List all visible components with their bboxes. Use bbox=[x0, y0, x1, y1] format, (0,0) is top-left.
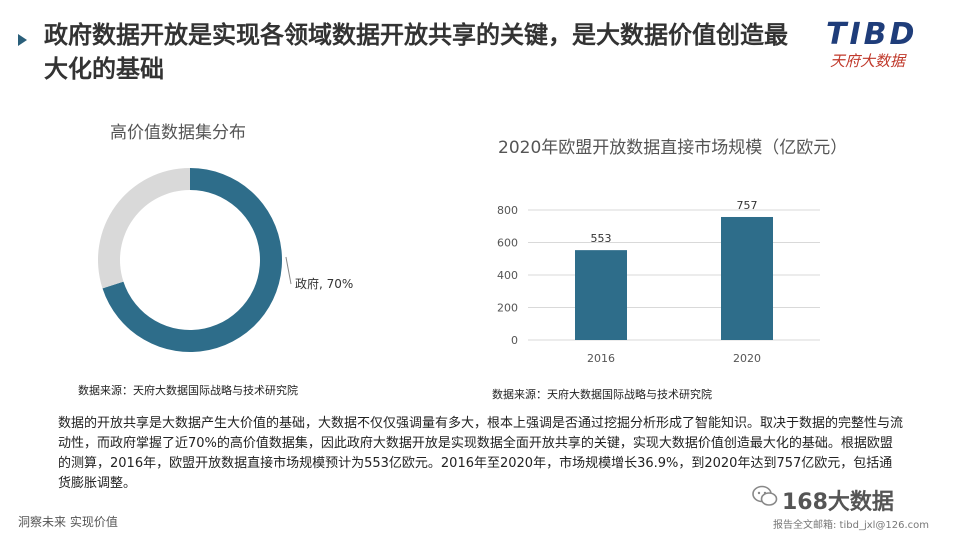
footer-slogan: 洞察未来 实现价值 bbox=[18, 515, 118, 529]
bar-chart-title: 2020年欧盟开放数据直接市场规模（亿欧元） bbox=[498, 138, 848, 158]
footer-email: 报告全文邮箱: tibd_jxl@126.com bbox=[773, 520, 930, 531]
donut-chart: 政府, 70% bbox=[97, 168, 353, 352]
y-tick-label: 0 bbox=[511, 334, 518, 347]
bar-chart: 0 200 400 600 800 553 2016 757 2020 bbox=[497, 199, 820, 365]
y-tick-label: 200 bbox=[497, 302, 518, 315]
y-tick-label: 600 bbox=[497, 237, 518, 250]
y-tick-label: 400 bbox=[497, 269, 518, 282]
bar-2020 bbox=[721, 216, 773, 340]
page-title: 政府数据开放是实现各领域数据开放共享的关键，是大数据价值创造最大化的基础 bbox=[44, 21, 788, 83]
donut-chart-source: 数据来源：天府大数据国际战略与技术研究院 bbox=[78, 384, 298, 397]
donut-label-leader bbox=[285, 256, 292, 285]
x-tick-label: 2020 bbox=[733, 352, 761, 365]
logo-brand-text: TIBD bbox=[826, 17, 917, 52]
x-tick-label: 2016 bbox=[587, 352, 615, 365]
donut-data-label: 政府, 70% bbox=[295, 276, 353, 291]
donut-slice-slice-1 bbox=[97, 168, 190, 289]
bar-data-label: 553 bbox=[591, 232, 612, 245]
title-bullet-icon bbox=[18, 34, 27, 46]
bar-2016 bbox=[575, 250, 627, 340]
y-tick-label: 800 bbox=[497, 204, 518, 217]
donut-chart-title: 高价值数据集分布 bbox=[110, 123, 246, 143]
logo-tagline-text: 天府大数据 bbox=[830, 52, 907, 70]
tibd-logo: TIBD 天府大数据 bbox=[826, 17, 917, 70]
description-paragraph: 数据的开放共享是大数据产生大价值的基础，大数据不仅仅强调量有多大，根本上强调是否… bbox=[58, 416, 904, 491]
bar-data-label: 757 bbox=[737, 199, 758, 212]
wechat-icon bbox=[752, 485, 778, 506]
watermark-text: 168大数据 bbox=[782, 490, 894, 515]
bar-chart-source: 数据来源：天府大数据国际战略与技术研究院 bbox=[492, 388, 712, 401]
